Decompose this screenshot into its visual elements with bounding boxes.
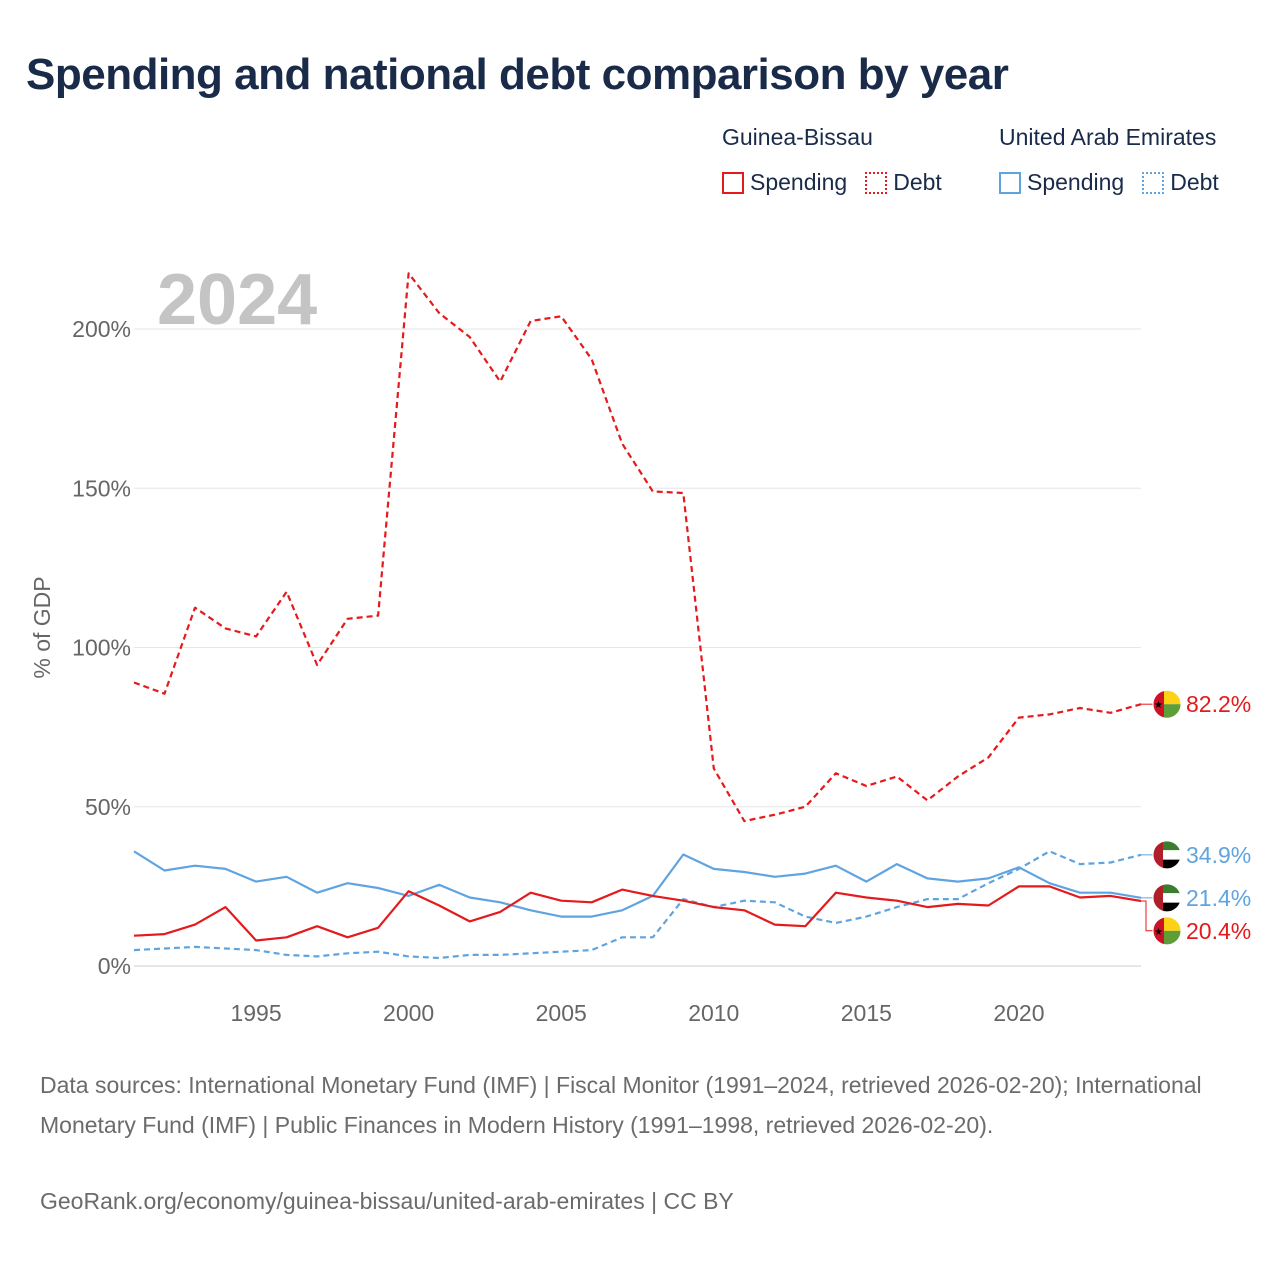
- uae-flag-icon: [1152, 883, 1182, 913]
- y-tick-label: 50%: [85, 794, 131, 820]
- legend-group-guinea-bissau: Guinea-Bissau Spending Debt: [722, 124, 942, 196]
- end-value-label: 20.4%: [1186, 918, 1251, 944]
- svg-text:★: ★: [1154, 700, 1163, 711]
- svg-text:★: ★: [1154, 927, 1163, 938]
- legend-item-uae-spending[interactable]: Spending: [999, 169, 1124, 196]
- solid-line-swatch-icon: [722, 171, 744, 194]
- legend-item-guinea-bissau-spending[interactable]: Spending: [722, 169, 847, 196]
- legend-item-guinea-bissau-debt[interactable]: Debt: [865, 169, 942, 196]
- legend-item-label: Debt: [893, 169, 942, 195]
- data-sources-note: Data sources: International Monetary Fun…: [40, 1072, 1202, 1138]
- end-label-connector: [1141, 900, 1153, 932]
- x-tick-label: 2015: [841, 1000, 892, 1026]
- y-tick-label: 150%: [72, 475, 131, 501]
- series-line-guinea-bissau-spending: [133, 885, 1142, 942]
- guinea-bissau-flag-icon: ★: [1152, 689, 1182, 719]
- end-value-label: 82.2%: [1186, 691, 1251, 717]
- x-tick-label: 2005: [536, 1000, 587, 1026]
- legend-item-label: Spending: [750, 169, 848, 195]
- credit-link[interactable]: GeoRank.org/economy/guinea-bissau/united…: [40, 1188, 734, 1214]
- dotted-line-swatch-icon: [1142, 171, 1165, 194]
- series-line-united-arab-emirates-spending: [133, 850, 1142, 918]
- y-axis-label: % of GDP: [29, 576, 55, 678]
- series-line-united-arab-emirates-debt: [133, 850, 1142, 960]
- guinea-bissau-flag-icon: ★: [1152, 916, 1182, 946]
- legend-item-label: Debt: [1170, 169, 1219, 195]
- x-tick-label: 2000: [383, 1000, 434, 1026]
- y-tick-label: 100%: [72, 635, 131, 661]
- y-tick-label: 0%: [98, 953, 131, 979]
- chart-title: Spending and national debt comparison by…: [26, 50, 1009, 99]
- dotted-line-swatch-icon: [865, 171, 888, 194]
- y-tick-label: 200%: [72, 316, 131, 342]
- uae-flag-icon: [1152, 840, 1182, 870]
- legend-item-label: Spending: [1027, 169, 1125, 195]
- legend-item-uae-debt[interactable]: Debt: [1142, 169, 1219, 196]
- x-tick-label: 2020: [993, 1000, 1044, 1026]
- legend-group-name: United Arab Emirates: [999, 124, 1217, 150]
- line-chart: 0% 50% 100% 150% 200% 1995 2000 2005 2010 2015 202…: [29, 260, 1251, 1026]
- year-watermark: 2024: [157, 260, 317, 340]
- end-value-label: 21.4%: [1186, 885, 1251, 911]
- solid-line-swatch-icon: [999, 171, 1021, 194]
- x-tick-label: 1995: [230, 1000, 281, 1026]
- legend-group-united-arab-emirates: United Arab Emirates Spending Debt: [999, 124, 1219, 196]
- x-tick-label: 2010: [688, 1000, 739, 1026]
- legend-group-name: Guinea-Bissau: [722, 124, 873, 150]
- end-value-label: 34.9%: [1186, 842, 1251, 868]
- series-line-guinea-bissau-debt: [133, 272, 1142, 823]
